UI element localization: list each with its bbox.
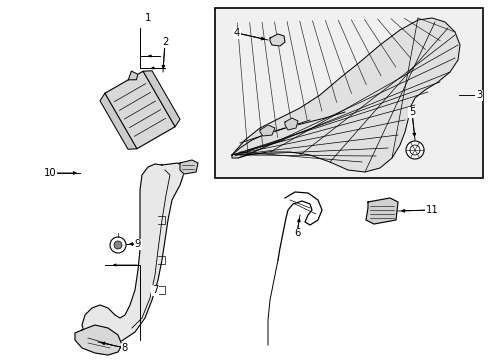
Polygon shape xyxy=(128,71,138,80)
Text: 2: 2 xyxy=(162,37,168,47)
Text: 4: 4 xyxy=(233,28,240,38)
Polygon shape xyxy=(82,163,184,345)
Polygon shape xyxy=(143,71,180,127)
Text: 6: 6 xyxy=(293,228,300,238)
Text: 3: 3 xyxy=(475,90,481,100)
Polygon shape xyxy=(105,71,175,149)
Polygon shape xyxy=(75,325,122,355)
Circle shape xyxy=(114,241,122,249)
Circle shape xyxy=(110,237,126,253)
Text: 7: 7 xyxy=(151,285,158,295)
Bar xyxy=(215,8,482,178)
Polygon shape xyxy=(260,125,274,136)
Polygon shape xyxy=(365,198,397,224)
Text: 9: 9 xyxy=(135,239,141,249)
Text: 5: 5 xyxy=(408,107,414,117)
Text: 1: 1 xyxy=(144,13,151,23)
Polygon shape xyxy=(231,18,459,172)
Text: 11: 11 xyxy=(425,205,437,215)
Circle shape xyxy=(409,145,419,155)
Text: 10: 10 xyxy=(43,168,56,178)
Polygon shape xyxy=(269,34,285,46)
Text: 8: 8 xyxy=(122,343,128,353)
Polygon shape xyxy=(285,118,297,130)
Polygon shape xyxy=(100,93,137,149)
Polygon shape xyxy=(180,160,198,174)
Circle shape xyxy=(405,141,423,159)
